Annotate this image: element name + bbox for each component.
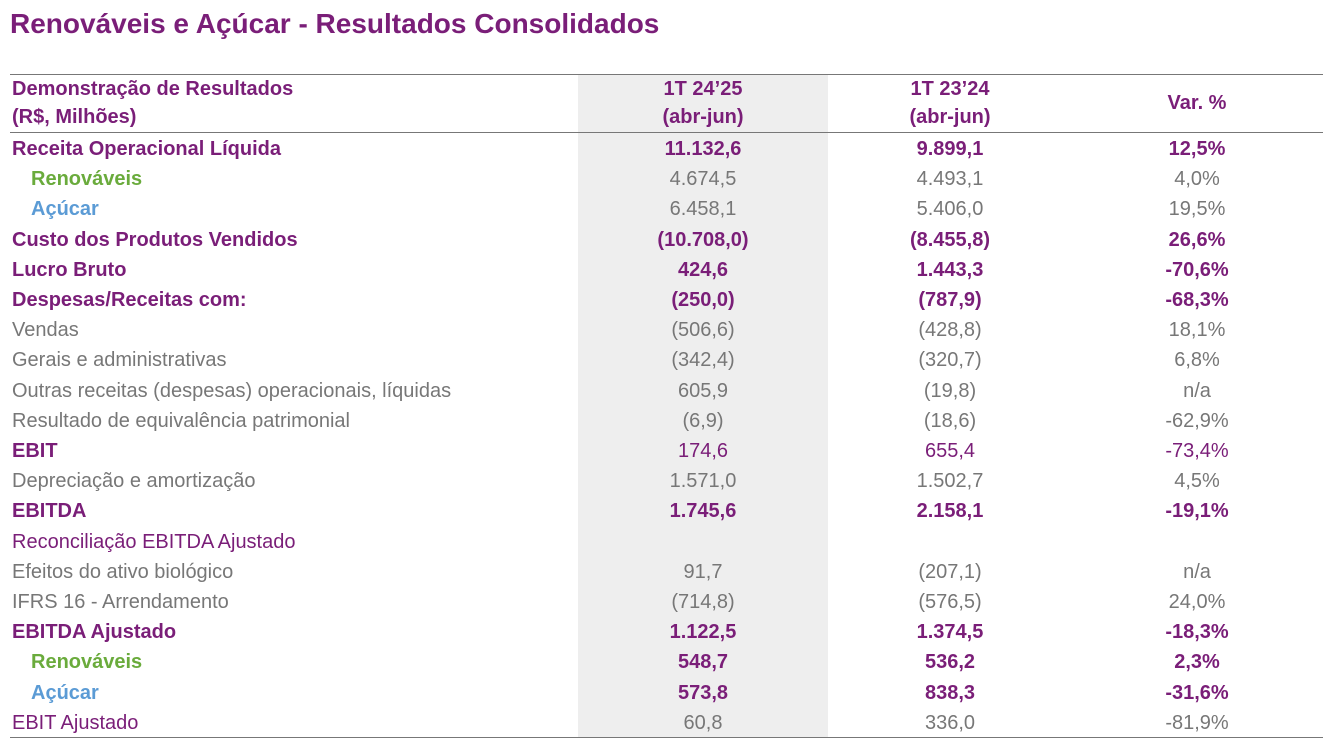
value-cell: -19,1% <box>1165 500 1229 523</box>
value-cell: 4.674,5 <box>669 168 737 191</box>
value-cell: 26,6% <box>1168 228 1226 251</box>
column-header-line: (R$, Milhões) <box>12 106 137 128</box>
value-cell: (576,5) <box>918 591 982 613</box>
value-cell: 1.122,5 <box>669 621 737 644</box>
value-cell: 12,5% <box>1168 138 1226 160</box>
value-cell: 24,0% <box>1168 591 1226 613</box>
value-cell: (428,8) <box>918 319 982 342</box>
row-label: Receita Operacional Líquida <box>12 138 281 160</box>
row-label: EBIT <box>12 440 58 462</box>
value-cell: 573,8 <box>677 681 729 704</box>
row-label: Efeitos do ativo biológico <box>12 560 234 583</box>
value-cell: (8.455,8) <box>909 228 991 251</box>
row-label: Gerais e administrativas <box>12 349 227 372</box>
value-cell: 336,0 <box>924 711 976 734</box>
value-cell: (19,8) <box>923 379 977 402</box>
value-cell: 4,5% <box>1174 470 1220 493</box>
value-cell: 4,0% <box>1174 168 1220 191</box>
column-shade <box>578 74 828 738</box>
value-cell: 1.745,6 <box>669 500 737 523</box>
row-label: Resultado de equivalência patrimonial <box>12 409 350 432</box>
row-label: Renováveis <box>31 651 143 674</box>
column-header: 1T 23’24 (abr-jun) <box>825 74 1075 132</box>
value-cell: (714,8) <box>671 591 735 613</box>
value-cell: 1.443,3 <box>916 258 984 281</box>
value-cell: -31,6% <box>1165 681 1229 704</box>
value-cell: 9.899,1 <box>916 138 984 160</box>
row-label: IFRS 16 - Arrendamento <box>12 591 229 613</box>
rule <box>10 737 1323 738</box>
value-cell: -62,9% <box>1165 409 1229 432</box>
row-label: Açúcar <box>31 198 99 221</box>
value-cell: -18,3% <box>1165 621 1229 644</box>
column-header: 1T 24’25 (abr-jun) <box>578 74 828 132</box>
value-cell: (250,0) <box>671 289 735 311</box>
value-cell: 6.458,1 <box>669 198 737 221</box>
value-cell: 91,7 <box>683 560 723 583</box>
value-cell: -73,4% <box>1165 440 1229 462</box>
column-header: Var. % <box>1072 74 1322 132</box>
row-label: Despesas/Receitas com: <box>12 289 247 311</box>
value-cell: 424,6 <box>677 258 729 281</box>
value-cell: n/a <box>1183 560 1211 583</box>
row-label: EBITDA Ajustado <box>12 621 177 644</box>
value-cell: -81,9% <box>1165 711 1229 734</box>
value-cell: 548,7 <box>677 651 729 674</box>
value-cell: -68,3% <box>1165 289 1229 311</box>
value-cell: (207,1) <box>918 560 982 583</box>
value-cell: 5.406,0 <box>916 198 984 221</box>
value-cell: 4.493,1 <box>916 168 984 191</box>
row-label: Depreciação e amortização <box>12 470 256 493</box>
value-cell: n/a <box>1183 379 1211 402</box>
value-cell: (320,7) <box>918 349 982 372</box>
value-cell: (787,9) <box>918 289 982 311</box>
value-cell: 18,1% <box>1168 319 1226 342</box>
column-header-line: (abr-jun) <box>662 106 744 128</box>
value-cell: 6,8% <box>1174 349 1220 372</box>
row-label: Outras receitas (despesas) operacionais,… <box>12 379 452 402</box>
value-cell: 2.158,1 <box>916 500 984 523</box>
value-cell: 2,3% <box>1174 651 1220 674</box>
row-label: Custo dos Produtos Vendidos <box>12 228 298 251</box>
row-label: EBITDA <box>12 500 87 523</box>
row-label: Reconciliação EBITDA Ajustado <box>12 530 296 553</box>
row-label: Lucro Bruto <box>12 258 127 281</box>
row-label: EBIT Ajustado <box>12 711 139 734</box>
value-cell: (18,6) <box>923 409 977 432</box>
value-cell: 655,4 <box>924 440 976 462</box>
value-cell: 605,9 <box>677 379 729 402</box>
value-cell: 60,8 <box>683 711 723 734</box>
value-cell: 1.571,0 <box>669 470 737 493</box>
value-cell: (342,4) <box>671 349 735 372</box>
column-header-line: 1T 24’25 <box>663 78 743 100</box>
value-cell: 174,6 <box>677 440 729 462</box>
value-cell: (506,6) <box>671 319 735 342</box>
row-label: Açúcar <box>31 681 99 704</box>
value-cell: 19,5% <box>1168 198 1226 221</box>
column-header: Demonstração de Resultados (R$, Milhões) <box>12 74 293 132</box>
value-cell: 838,3 <box>924 681 976 704</box>
value-cell: 11.132,6 <box>664 138 742 160</box>
value-cell: 536,2 <box>924 651 976 674</box>
rule <box>10 74 1323 75</box>
row-label: Vendas <box>12 319 79 342</box>
value-cell: 1.502,7 <box>916 470 984 493</box>
column-header-line: Demonstração de Resultados <box>12 78 294 100</box>
value-cell: 1.374,5 <box>916 621 984 644</box>
column-header-line: Var. % <box>1167 92 1227 114</box>
value-cell: (10.708,0) <box>657 228 749 251</box>
value-cell: -70,6% <box>1165 258 1229 281</box>
column-header-line: 1T 23’24 <box>910 78 990 100</box>
title: Renováveis e Açúcar - Resultados Consoli… <box>10 8 660 39</box>
value-cell: (6,9) <box>682 409 724 432</box>
column-header-line: (abr-jun) <box>909 106 991 128</box>
rule <box>10 132 1323 133</box>
row-label: Renováveis <box>31 168 143 191</box>
